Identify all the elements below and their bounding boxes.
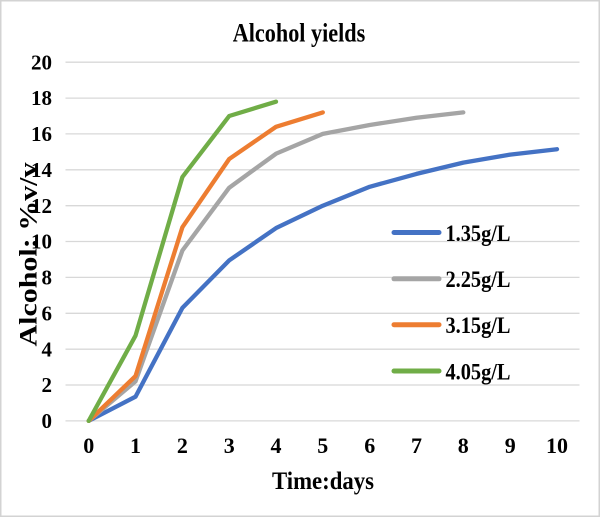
svg-text:9: 9 bbox=[505, 433, 516, 458]
svg-text:4: 4 bbox=[42, 337, 53, 361]
svg-text:10: 10 bbox=[546, 433, 568, 458]
svg-text:16: 16 bbox=[31, 122, 52, 146]
svg-text:0: 0 bbox=[42, 409, 53, 433]
svg-text:3.15g/L: 3.15g/L bbox=[446, 313, 511, 338]
svg-text:Alcohol yields: Alcohol yields bbox=[233, 19, 366, 48]
svg-text:18: 18 bbox=[31, 86, 52, 110]
svg-text:8: 8 bbox=[42, 266, 53, 290]
svg-text:4.05g/L: 4.05g/L bbox=[446, 359, 511, 384]
svg-text:2.25g/L: 2.25g/L bbox=[446, 267, 511, 292]
svg-text:14: 14 bbox=[31, 158, 53, 182]
svg-text:1: 1 bbox=[130, 433, 141, 458]
svg-text:2: 2 bbox=[42, 373, 53, 397]
svg-text:7: 7 bbox=[411, 433, 422, 458]
svg-text:2: 2 bbox=[177, 433, 188, 458]
svg-text:0: 0 bbox=[83, 433, 94, 458]
svg-text:4: 4 bbox=[271, 433, 282, 458]
svg-text:8: 8 bbox=[458, 433, 469, 458]
svg-text:3: 3 bbox=[224, 433, 235, 458]
svg-text:Alcohol: %v/v: Alcohol: %v/v bbox=[16, 162, 43, 347]
svg-text:12: 12 bbox=[31, 194, 52, 218]
svg-text:1.35g/L: 1.35g/L bbox=[446, 221, 511, 246]
svg-text:6: 6 bbox=[42, 301, 53, 325]
svg-text:6: 6 bbox=[364, 433, 375, 458]
svg-text:10: 10 bbox=[31, 230, 52, 254]
svg-text:Time:days: Time:days bbox=[272, 468, 374, 495]
svg-text:5: 5 bbox=[317, 433, 328, 458]
svg-text:20: 20 bbox=[31, 50, 52, 74]
